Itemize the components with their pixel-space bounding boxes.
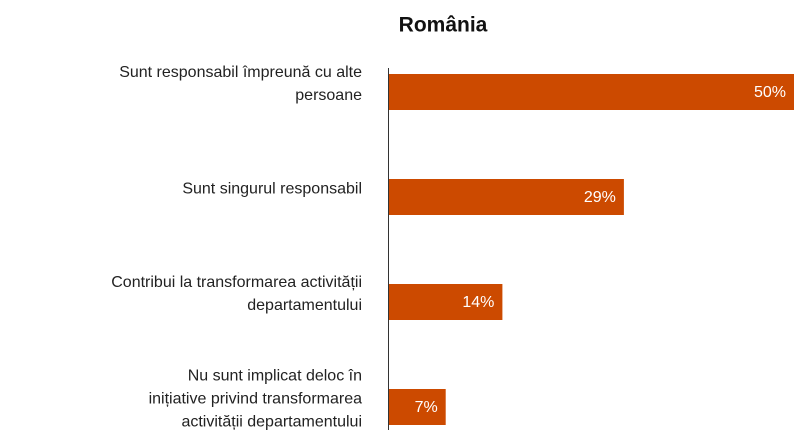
- bar: [389, 179, 624, 215]
- value-label: 50%: [754, 84, 786, 101]
- category-label: Sunt responsabil împreună cu alte persoa…: [119, 64, 362, 104]
- value-label: 7%: [415, 399, 438, 416]
- value-label: 29%: [584, 189, 616, 206]
- bar: [389, 284, 503, 320]
- bar: [389, 74, 794, 110]
- value-label: 14%: [462, 294, 494, 311]
- category-label: Sunt singurul responsabil: [182, 180, 362, 198]
- chart-title: România: [399, 14, 488, 37]
- category-label: Nu sunt implicat deloc în inițiative pri…: [148, 367, 362, 431]
- category-label: Contribui la transformarea activității d…: [111, 274, 362, 314]
- bar: [389, 389, 446, 425]
